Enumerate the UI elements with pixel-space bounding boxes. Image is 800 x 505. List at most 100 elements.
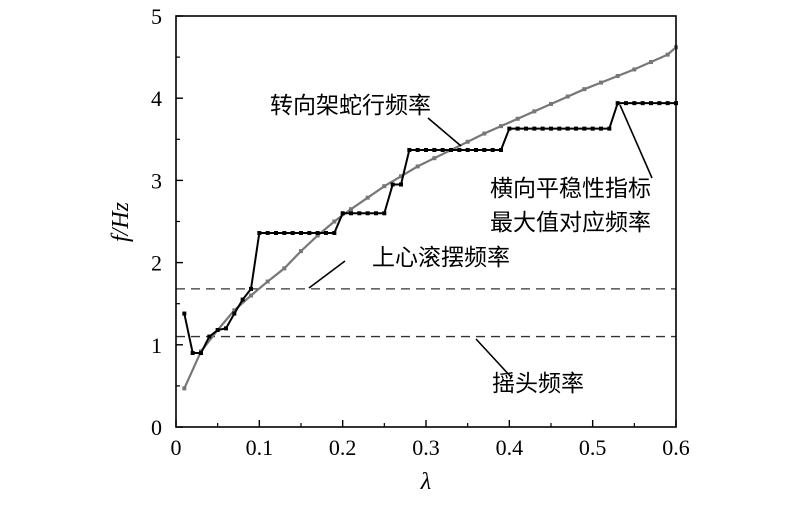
series-1-point [407,147,412,152]
series-0-point [432,156,437,161]
series-1-point [524,126,528,131]
annotation-leaders [308,104,653,379]
series-1-point [582,126,587,131]
series-1-point [382,211,387,216]
series-1-point [499,147,503,152]
y-tick-label: 4 [151,86,162,111]
series-0-point [499,124,503,129]
x-tick-label: 0.1 [246,435,274,460]
annotation-hunting-frequency: 转向架蛇行频率 [270,93,431,119]
series-layer [182,45,678,391]
leader-line-roll [308,260,346,289]
series-1-point [424,147,428,152]
series-0-point [549,101,553,106]
series-0-point [265,279,270,284]
series-1-point [265,231,270,236]
series-1-point [207,334,212,339]
series-1-point [574,126,578,131]
series-1-point [307,231,312,236]
x-axis-ticks: 0 0.1 0.2 0.3 0.4 0.5 0.6 [171,420,690,460]
series-1-point [349,211,353,216]
series-0-point [599,80,603,85]
series-0-point [649,60,653,65]
series-1-point [332,231,337,236]
x-tick-label: 0.3 [412,435,440,460]
series-1-point [249,286,253,291]
series-1-point [290,231,295,236]
series-0-point [665,52,670,57]
annotation-yaw-frequency: 摇头频率 [492,371,584,397]
x-tick-label: 0.2 [329,435,357,460]
series-1-point [440,147,445,152]
y-tick-label: 2 [151,251,162,276]
series-0-point [349,207,353,212]
series-0-point [299,249,303,254]
series-1-point [274,231,278,236]
series-0-point [282,266,287,271]
y-axis-ticks: 0 1 2 3 4 5 [151,4,183,440]
series-0-point [632,67,637,72]
series-1-point [657,101,662,106]
series-0-point [515,116,520,121]
series-1-point [190,351,195,356]
y-tick-label: 1 [151,333,162,358]
series-1-point [182,311,187,316]
series-0-point [582,87,587,92]
series-1-point [232,311,237,316]
y-tick-label: 0 [151,415,162,440]
series-1-point [324,231,328,236]
series-1-point [665,101,670,106]
annotation-ride-index-line1: 横向平稳性指标 [490,176,651,202]
series-0-point [399,174,403,179]
y-tick-label: 3 [151,168,162,193]
series-0-point [465,139,470,144]
series-1-point [457,147,462,152]
series-1-point [549,126,553,131]
series-1-point [215,328,220,333]
series-1-point [607,126,612,131]
series-0-point [249,293,253,298]
series-1-point [432,147,437,152]
series-1-point [649,101,653,106]
leader-line-yaw [475,338,513,379]
series-1-point [540,126,545,131]
series-1-point [224,326,228,331]
x-tick-label: 0.5 [579,435,607,460]
series-1-point [257,231,262,236]
series-1-point [507,126,512,131]
series-1-point [399,182,403,187]
series-1-point [565,126,570,131]
series-1-point [199,351,203,356]
series-0-point [365,195,370,200]
series-1-point [357,211,362,216]
series-1-point [474,147,478,152]
series-1-point [415,147,420,152]
series-0-point [532,109,537,114]
series-1-point [590,126,595,131]
series-1-point [340,211,345,216]
series-0-point [182,386,187,391]
series-1-point [632,101,637,106]
series-1-point [624,101,628,106]
series-1-point [532,126,537,131]
series-1-point [299,231,303,236]
series-1-point [282,231,287,236]
series-1-point [365,211,370,216]
series-0-point [232,308,237,313]
series-1-point [482,147,487,152]
series-1-point [390,182,395,187]
series-1-point [465,147,470,152]
series-1-point [615,101,620,106]
series-1-point [557,126,562,131]
leader-line-hunting [427,117,462,147]
series-0-point [565,94,570,99]
series-1-point [449,147,453,152]
series-0-point [482,131,487,136]
x-tick-label: 0.4 [496,435,524,460]
series-1-point [240,297,245,302]
series-0-point [315,233,320,238]
series-1-point [599,126,603,131]
series-0-point [615,74,620,79]
